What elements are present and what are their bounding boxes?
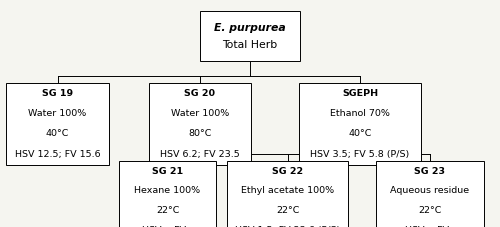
Text: Water 100%: Water 100% (28, 109, 86, 118)
Text: Ethanol 70%: Ethanol 70% (330, 109, 390, 118)
Text: 40°C: 40°C (348, 129, 372, 138)
Text: 22°C: 22°C (418, 206, 442, 215)
FancyBboxPatch shape (200, 11, 300, 61)
Text: 80°C: 80°C (188, 129, 212, 138)
Text: 40°C: 40°C (46, 129, 69, 138)
Text: SG 20: SG 20 (184, 89, 216, 98)
Text: SGEPH: SGEPH (342, 89, 378, 98)
Text: Ethyl acetate 100%: Ethyl acetate 100% (241, 186, 334, 195)
FancyBboxPatch shape (119, 161, 216, 227)
Text: SG 23: SG 23 (414, 167, 446, 176)
Text: HSV -; FV -: HSV -; FV - (405, 226, 455, 227)
FancyBboxPatch shape (376, 161, 484, 227)
FancyBboxPatch shape (149, 83, 252, 165)
FancyBboxPatch shape (298, 83, 421, 165)
FancyBboxPatch shape (228, 161, 348, 227)
Text: HSV 12.5; FV 15.6: HSV 12.5; FV 15.6 (14, 150, 100, 159)
Text: HSV 3.5; FV 5.8 (P/S): HSV 3.5; FV 5.8 (P/S) (310, 150, 410, 159)
Text: HSV -; FV -: HSV -; FV - (142, 226, 192, 227)
Text: E. purpurea: E. purpurea (214, 23, 286, 33)
Text: Hexane 100%: Hexane 100% (134, 186, 200, 195)
Text: SG 21: SG 21 (152, 167, 183, 176)
Text: SG 22: SG 22 (272, 167, 303, 176)
Text: 22°C: 22°C (276, 206, 299, 215)
FancyBboxPatch shape (6, 83, 109, 165)
Text: Water 100%: Water 100% (171, 109, 229, 118)
Text: SG 19: SG 19 (42, 89, 73, 98)
Text: HSV 1.5; FV 23.6 (P/S): HSV 1.5; FV 23.6 (P/S) (235, 226, 340, 227)
Text: HSV 6.2; FV 23.5: HSV 6.2; FV 23.5 (160, 150, 240, 159)
Text: 22°C: 22°C (156, 206, 179, 215)
Text: Total Herb: Total Herb (222, 40, 278, 50)
Text: Aqueous residue: Aqueous residue (390, 186, 469, 195)
